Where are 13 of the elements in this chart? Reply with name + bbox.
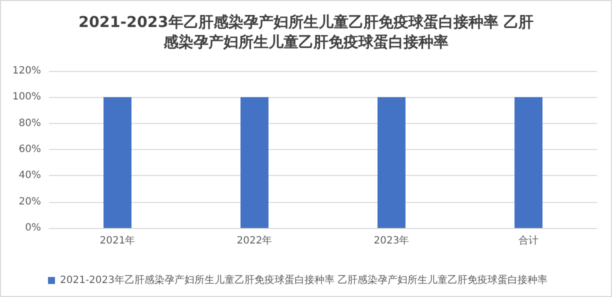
y-tick-label: 60% [18, 144, 41, 155]
y-tick-label: 0% [25, 222, 41, 234]
y-tick-label: 20% [18, 196, 41, 208]
x-tick-label: 2021年 [100, 234, 136, 246]
legend-label: 2021-2023年乙肝感染孕产妇所生儿童乙肝免疫球蛋白接种率 乙肝感染孕产妇所生儿童乙肝免疫球蛋白接种率 [60, 274, 548, 286]
x-tick-label: 合计 [518, 234, 538, 246]
chart-title: 2021-2023年乙肝感染孕产妇所生儿童乙肝免疫球蛋白接种率 乙肝感染孕产妇所生儿童乙肝免疫球蛋白接种率 [78, 13, 534, 51]
x-tick-label: 2023年 [374, 234, 410, 246]
y-tick-label: 40% [18, 170, 41, 182]
y-tick-label: 80% [18, 118, 41, 129]
y-tick-label: 120% [12, 66, 41, 76]
x-tick-label: 2022年 [236, 234, 272, 246]
y-tick-label: 100% [12, 92, 41, 103]
